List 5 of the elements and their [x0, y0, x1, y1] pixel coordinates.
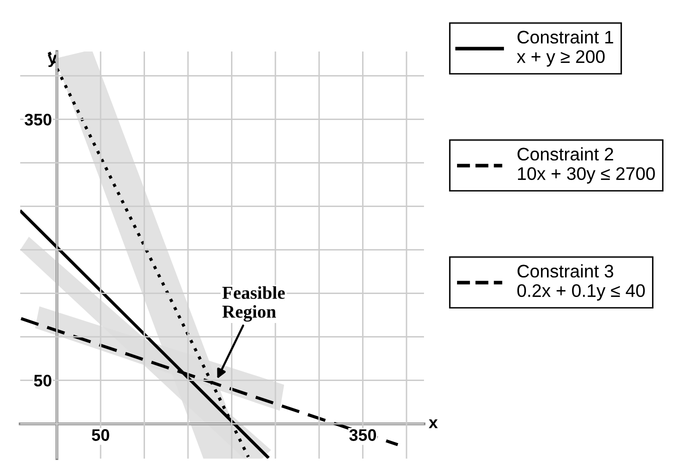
legend-label: Constraint 1 x + y ≥ 200: [516, 30, 614, 67]
legend-label: Constraint 3 0.2x + 0.1y ≤ 40: [517, 264, 645, 301]
annotation: Feasible Region: [222, 286, 285, 322]
x-axis-title: x: [428, 419, 438, 428]
legend-label: Constraint 2 10x + 30y ≤ 2700: [518, 147, 655, 184]
